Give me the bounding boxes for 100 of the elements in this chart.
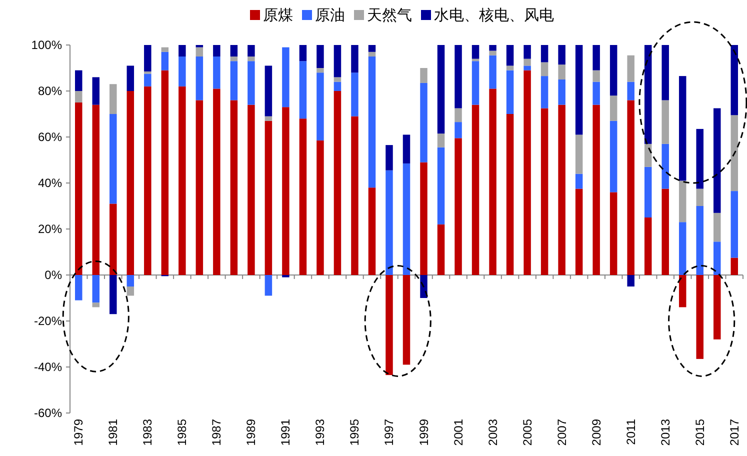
bar xyxy=(178,86,186,275)
bar xyxy=(662,144,669,189)
bar xyxy=(110,204,117,275)
bar xyxy=(610,192,618,275)
bar xyxy=(161,47,169,52)
bar xyxy=(540,108,548,275)
bar xyxy=(454,138,462,275)
bar xyxy=(248,104,255,275)
bar xyxy=(437,134,445,148)
bar xyxy=(420,68,428,83)
bar xyxy=(334,77,342,82)
bar xyxy=(282,47,290,108)
bar xyxy=(524,66,531,70)
bar xyxy=(678,76,686,181)
bar xyxy=(713,108,721,213)
bar xyxy=(264,275,272,296)
bar xyxy=(264,66,272,116)
bar xyxy=(454,122,462,138)
bar xyxy=(730,115,738,192)
bar xyxy=(92,302,100,308)
x-tick-label: 1993 xyxy=(313,418,328,446)
bar xyxy=(144,86,152,275)
bar xyxy=(110,114,117,204)
bar xyxy=(110,275,117,314)
bar xyxy=(368,52,376,56)
bar xyxy=(196,47,204,56)
bar xyxy=(627,82,634,100)
bar xyxy=(696,128,704,189)
bar xyxy=(386,275,393,376)
bar xyxy=(592,104,600,275)
x-tick-label: 1987 xyxy=(210,418,224,446)
bar xyxy=(575,174,583,189)
y-tick-label: 80% xyxy=(38,84,62,98)
bar xyxy=(472,61,480,105)
bar xyxy=(334,82,342,91)
bar xyxy=(696,275,704,359)
bar xyxy=(248,61,255,105)
bar xyxy=(454,108,462,122)
bar xyxy=(575,134,583,174)
bar xyxy=(144,74,152,86)
bar xyxy=(558,104,566,275)
bar xyxy=(662,45,669,100)
bar xyxy=(282,107,290,275)
bar xyxy=(316,68,324,73)
bar xyxy=(489,50,496,56)
bar xyxy=(524,45,531,59)
bar xyxy=(575,188,583,275)
x-tick-label: 1997 xyxy=(382,418,396,446)
bar xyxy=(437,224,445,275)
bar xyxy=(540,76,548,108)
bar xyxy=(644,218,652,275)
bar xyxy=(524,58,531,66)
x-tick-label: 2013 xyxy=(658,418,672,446)
bar xyxy=(196,100,204,275)
bar xyxy=(316,140,324,275)
bar xyxy=(730,45,738,116)
bar xyxy=(662,188,669,275)
bar xyxy=(386,170,393,275)
bar xyxy=(713,212,721,242)
bar xyxy=(506,45,514,66)
x-tick-label: 2017 xyxy=(727,418,742,446)
bar xyxy=(506,70,514,114)
bar xyxy=(126,275,134,286)
bar xyxy=(126,286,134,296)
y-tick-label: 60% xyxy=(38,130,62,144)
bar xyxy=(627,100,634,275)
bar xyxy=(196,56,204,100)
bar xyxy=(264,120,272,275)
bar xyxy=(92,77,100,105)
legend-label: 天然气 xyxy=(367,7,412,24)
bar xyxy=(662,100,669,144)
bar xyxy=(678,275,686,308)
bar xyxy=(420,162,428,275)
y-tick-label: 20% xyxy=(38,222,62,236)
bar xyxy=(161,70,169,275)
x-tick-label: 1995 xyxy=(348,418,362,446)
y-tick-label: 100% xyxy=(31,38,62,52)
bar xyxy=(213,88,220,275)
x-tick-label: 1983 xyxy=(140,418,155,446)
bar xyxy=(610,120,618,192)
bar xyxy=(610,45,618,96)
bar xyxy=(316,45,324,68)
bar xyxy=(489,55,496,89)
bar xyxy=(610,96,618,121)
bar xyxy=(92,104,100,275)
x-tick-label: 2015 xyxy=(692,418,707,446)
bar xyxy=(230,100,238,275)
x-tick-label: 2005 xyxy=(520,418,534,446)
bar xyxy=(627,55,634,82)
bar xyxy=(178,45,186,56)
bar xyxy=(299,45,307,62)
bar xyxy=(144,71,152,74)
x-tick-label: 1979 xyxy=(72,418,86,446)
bar xyxy=(524,70,531,275)
bar xyxy=(230,56,238,62)
bar xyxy=(420,82,428,162)
bar xyxy=(213,56,220,89)
bar xyxy=(316,72,324,140)
bar xyxy=(472,104,480,275)
bar xyxy=(230,61,238,100)
